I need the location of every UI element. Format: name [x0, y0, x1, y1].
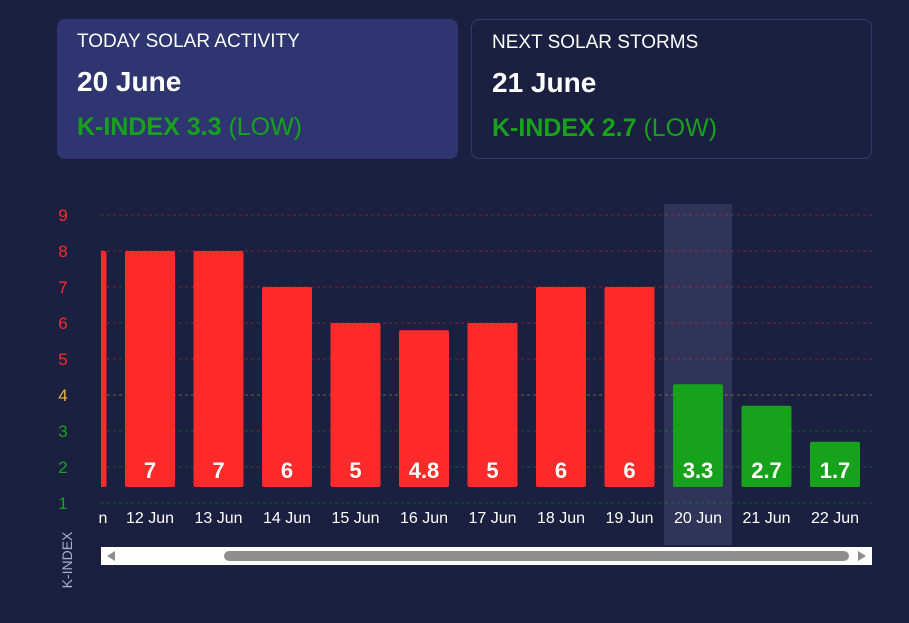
y-tick-label: 5: [58, 350, 67, 369]
y-tick-label: 9: [58, 206, 67, 225]
x-tick-label: 21 Jun: [742, 510, 790, 527]
bar-value-label: 6: [281, 458, 293, 483]
y-tick-label: 8: [58, 242, 67, 261]
next-solar-storms-card: NEXT SOLAR STORMS 21 June K-INDEX 2.7 (L…: [471, 19, 872, 159]
bar: [604, 287, 655, 487]
today-date: 20 June: [77, 66, 182, 97]
x-tick-label: 16 Jun: [400, 510, 448, 527]
x-tick-label: 14 Jun: [263, 510, 311, 527]
bar: [536, 287, 586, 487]
bar-value-label: 1.7: [820, 458, 851, 483]
x-tick-label: 17 Jun: [468, 510, 516, 527]
x-tick-label: 15 Jun: [331, 510, 379, 527]
bar-value-label: 7: [212, 458, 224, 483]
scrollbar-thumb[interactable]: [224, 551, 849, 561]
x-tick-label: 12 Jun: [126, 510, 174, 527]
today-kindex-level: (LOW): [228, 113, 303, 141]
bar: [467, 323, 518, 487]
bar: [673, 384, 723, 487]
next-kindex-line: K-INDEX 2.7 (LOW): [492, 113, 851, 143]
bar-value-label: 3.3: [683, 458, 714, 483]
y-tick-label: 1: [58, 494, 67, 513]
today-kindex-value: K-INDEX 3.3: [77, 113, 222, 141]
y-tick-label: 3: [58, 422, 67, 441]
x-tick-label: 22 Jun: [811, 510, 859, 527]
bar: [399, 330, 449, 487]
bar: [741, 405, 792, 487]
y-tick-label: 4: [58, 386, 67, 405]
today-kindex-line: K-INDEX 3.3 (LOW): [77, 112, 438, 142]
bar-value-label: 2.7: [751, 458, 782, 483]
highlight-band: [664, 204, 732, 545]
bar: [330, 323, 381, 487]
bar-value-label: 6: [623, 458, 635, 483]
scroll-right-arrow-icon[interactable]: [858, 551, 866, 561]
next-caption: NEXT SOLAR STORMS: [492, 32, 699, 53]
bar-value-label: 6: [555, 458, 567, 483]
x-tick-label: 19 Jun: [605, 510, 653, 527]
scroll-left-arrow-icon[interactable]: [107, 551, 115, 561]
x-tick-label: 18 Jun: [537, 510, 585, 527]
next-kindex-level: (LOW): [643, 114, 718, 142]
chart-scrollbar[interactable]: [101, 547, 872, 565]
kindex-bar-chart: 1 2 3 4 5 6 7 8 9 7 12 Jun 7 13 Jun 6 14 Jun 5 15 Jun 4.8…: [58, 204, 872, 545]
y-tick-label: 7: [58, 278, 67, 297]
bar-value-label: 5: [486, 458, 498, 483]
bar: [193, 251, 244, 487]
bar-value-label: 4.8: [409, 458, 440, 483]
next-date: 21 June: [492, 67, 597, 98]
y-axis-title: K-INDEX: [52, 520, 82, 600]
bar: [810, 441, 860, 487]
bar: [101, 251, 107, 487]
y-axis-title-text: K-INDEX: [59, 531, 75, 589]
next-kindex-value: K-INDEX 2.7: [492, 114, 637, 142]
bar: [125, 251, 175, 487]
x-tick-label: 20 Jun: [674, 510, 722, 527]
x-tick-label: 13 Jun: [194, 510, 242, 527]
today-caption: TODAY SOLAR ACTIVITY: [77, 31, 300, 52]
bar-value-label: 5: [349, 458, 361, 483]
y-tick-label: 6: [58, 314, 67, 333]
bar: [262, 287, 312, 487]
today-solar-activity-card: TODAY SOLAR ACTIVITY 20 June K-INDEX 3.3…: [57, 19, 458, 159]
y-tick-label: 2: [58, 458, 67, 477]
x-tick-label-partial: n: [99, 510, 108, 527]
bar-value-label: 7: [144, 458, 156, 483]
